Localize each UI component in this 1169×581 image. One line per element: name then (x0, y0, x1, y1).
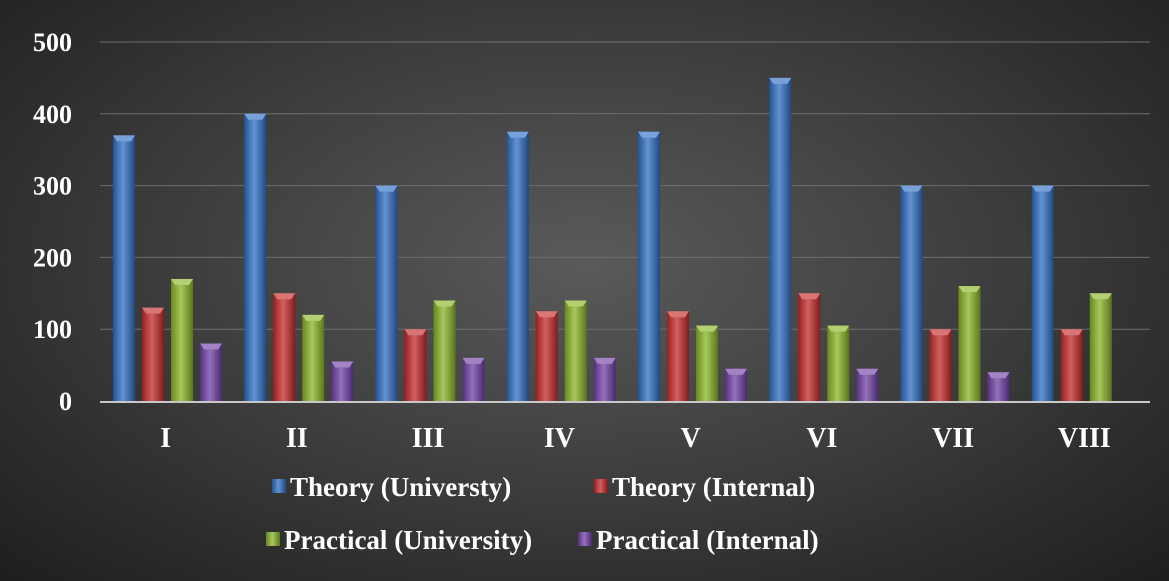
bar-II-theory-universty (244, 113, 267, 402)
bar-VII-theory-universty (900, 185, 923, 401)
bar-VI-theory-internal (798, 293, 821, 401)
legend: Theory (Universty) Theory (Internal) Pract… (266, 472, 819, 555)
y-tick-label: 200 (33, 243, 72, 272)
bar-III-practical-internal (462, 357, 485, 401)
x-tick-label: V (681, 423, 701, 454)
legend-label: Practical (Internal) (596, 525, 819, 555)
bar-I-theory-internal (142, 307, 164, 401)
bar-V-theory-universty (638, 131, 660, 401)
legend-item: Theory (Universty) (272, 472, 511, 502)
bar-VIII-theory-universty (1031, 185, 1054, 401)
bar-IV-practical-university (564, 300, 587, 401)
y-tick-label: 0 (59, 387, 72, 416)
legend-swatch (272, 479, 286, 493)
x-tick-label: VI (806, 423, 837, 454)
bar-IV-theory-internal (535, 311, 558, 401)
bar-III-practical-university (433, 300, 456, 401)
y-tick-label: 100 (33, 315, 72, 344)
bar-I-practical-internal (200, 343, 222, 401)
legend-item: Theory (Internal) (594, 472, 815, 502)
bar-V-theory-internal (667, 311, 689, 401)
x-tick-label: VII (932, 423, 974, 454)
bar-V-practical-internal (725, 368, 747, 401)
bar-VI-practical-university (827, 325, 850, 401)
bar-VIII-theory-internal (1060, 329, 1083, 401)
bar-VII-theory-internal (929, 329, 952, 401)
legend-label: Theory (Internal) (612, 472, 815, 502)
bars (113, 77, 1112, 402)
bar-II-theory-internal (273, 293, 296, 401)
bar-VII-practical-internal (987, 372, 1010, 401)
bar-VIII-practical-university (1089, 293, 1112, 401)
bar-VII-practical-university (958, 286, 981, 401)
bar-III-theory-internal (404, 329, 427, 401)
legend-item: Practical (University) (266, 525, 532, 555)
legend-item: Practical (Internal) (578, 525, 819, 555)
y-axis-ticks: 0 100 200 300 400 500 (33, 28, 72, 416)
bar-II-practical-internal (331, 361, 354, 401)
bar-IV-theory-universty (506, 131, 529, 401)
y-tick-label: 400 (33, 100, 72, 129)
bar-I-theory-universty (113, 135, 135, 401)
x-tick-label: III (412, 423, 445, 454)
bar-VI-theory-universty (769, 77, 792, 402)
x-tick-label: II (286, 423, 308, 454)
bar-V-practical-university (696, 325, 718, 401)
bar-IV-practical-internal (593, 357, 616, 401)
legend-swatch (578, 532, 592, 546)
x-tick-label: VIII (1058, 423, 1111, 454)
x-tick-label: I (160, 423, 171, 454)
bar-III-theory-universty (375, 185, 398, 401)
legend-swatch (266, 532, 280, 546)
y-tick-label: 300 (33, 172, 72, 201)
x-axis-labels: I II III IV V VI VII VIII (160, 423, 1111, 454)
x-tick-label: IV (544, 423, 575, 454)
bar-VI-practical-internal (856, 368, 879, 401)
bar-I-practical-university (171, 278, 193, 401)
y-tick-label: 500 (33, 28, 72, 57)
legend-label: Theory (Universty) (290, 472, 511, 502)
legend-label: Practical (University) (284, 525, 532, 555)
bar-II-practical-university (302, 314, 325, 401)
legend-swatch (594, 479, 608, 493)
